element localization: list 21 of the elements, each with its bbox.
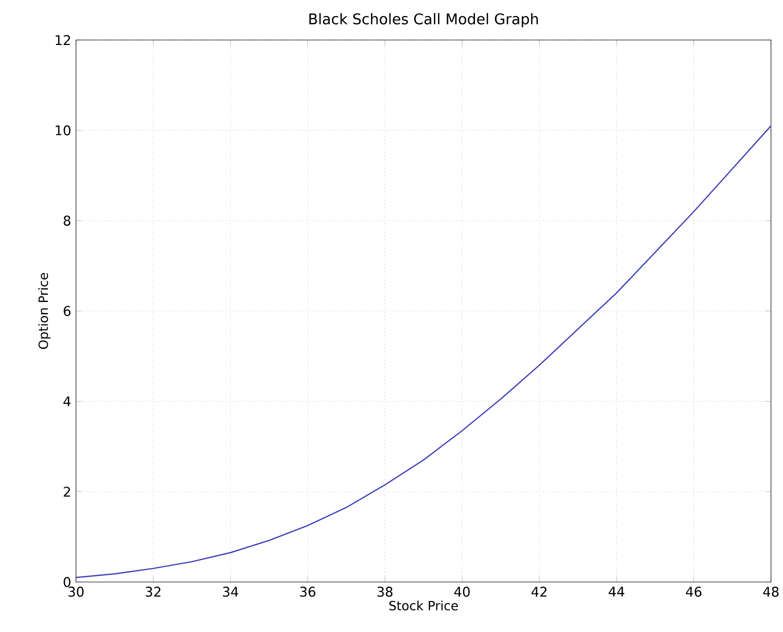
x-tick-label: 30 xyxy=(68,586,84,597)
line-series xyxy=(76,125,771,578)
x-tick-label: 38 xyxy=(377,586,392,597)
x-tick-label: 32 xyxy=(146,586,160,597)
x-axis-title: Stock Price xyxy=(389,600,458,610)
chart-title: Black Scholes Call Model Graph xyxy=(309,13,538,28)
y-tick-label: 10 xyxy=(56,125,70,136)
x-tick-label: 44 xyxy=(608,586,624,596)
y-tick-label: 0 xyxy=(64,576,70,588)
x-tick-label: 34 xyxy=(222,586,238,597)
x-tick-label: 36 xyxy=(300,586,316,597)
y-tick-label: 4 xyxy=(63,396,71,406)
x-tick-label: 42 xyxy=(531,586,546,597)
y-axis-title: Option Price xyxy=(38,273,51,349)
x-tick-label: 48 xyxy=(763,586,779,597)
x-tick-label: 46 xyxy=(686,586,702,597)
x-tick-label: 40 xyxy=(454,586,470,597)
y-tick-label: 2 xyxy=(64,486,70,497)
y-tick-label: 12 xyxy=(56,35,70,45)
y-tick-label: 6 xyxy=(64,306,70,316)
y-tick-label: 8 xyxy=(64,216,70,226)
